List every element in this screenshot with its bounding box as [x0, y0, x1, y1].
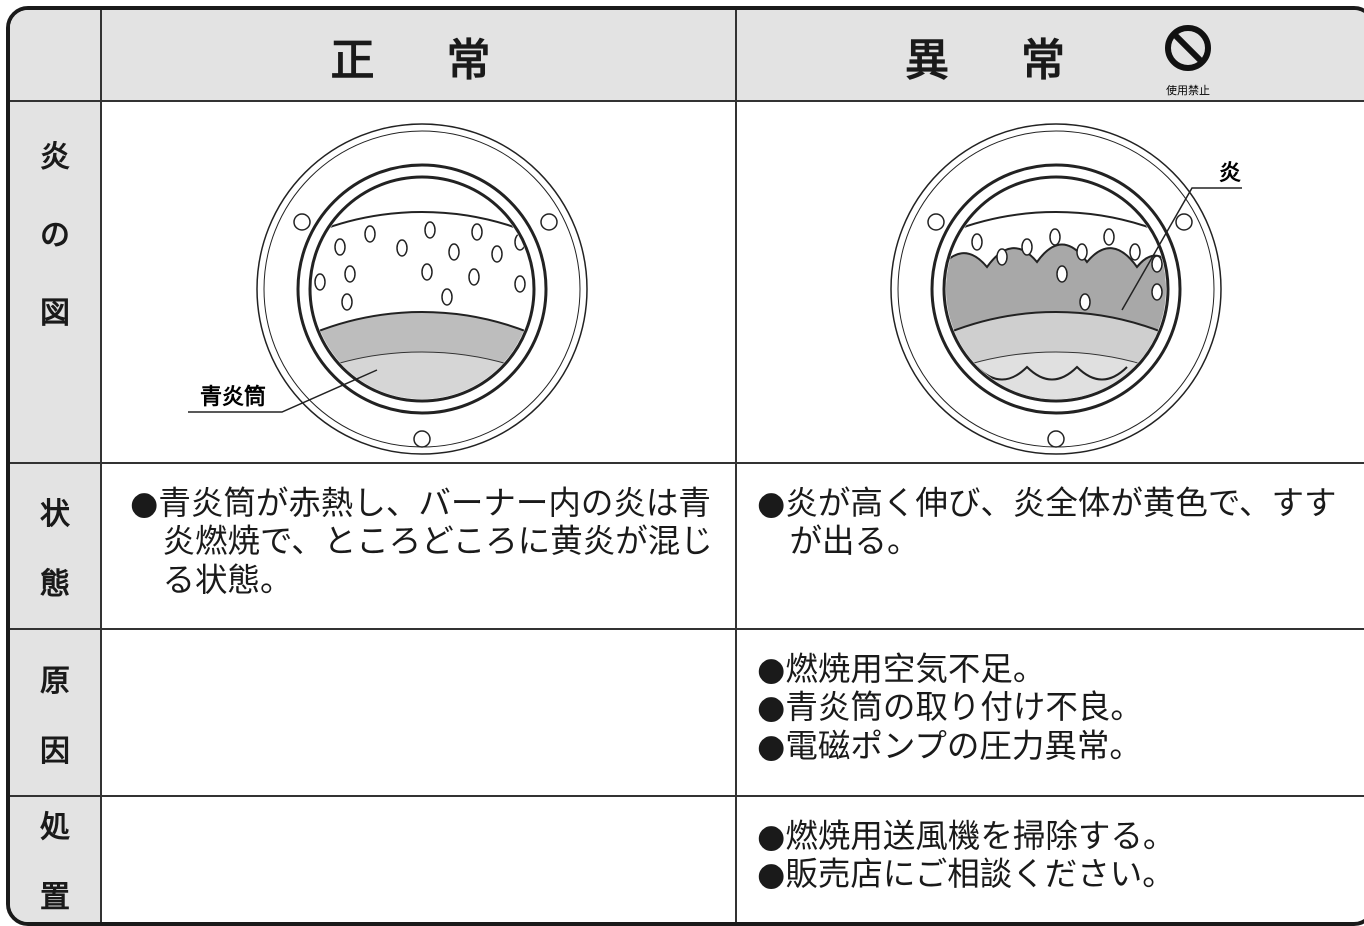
icon-label: 使用禁止	[1166, 84, 1210, 97]
normal-figure: 青炎筒	[188, 123, 588, 455]
row-label: 処置	[10, 797, 100, 920]
cell-text: ●燃焼用送風機を掃除する。 ●販売店にご相談ください。	[757, 817, 1364, 894]
row-label-char: 炎	[40, 140, 70, 175]
bullet-item: ●販売店にご相談ください。	[757, 855, 1175, 894]
header-abnormal: 異 常	[905, 34, 1079, 86]
cell-text: ●燃焼用空気不足。 ●青炎筒の取り付け不良。 ●電磁ポンプの圧力異常。	[757, 650, 1364, 765]
bullet-item: ●燃焼用空気不足。	[757, 650, 1046, 688]
row-label: 原因	[10, 630, 100, 795]
cell-text: ●炎が高く伸び、炎全体が黄色で、すすが出る。	[757, 484, 1364, 561]
row-label-char: 態	[40, 567, 70, 602]
figure-label: 炎	[1219, 161, 1241, 186]
row-label-char: の	[40, 218, 70, 253]
bullet-item: ●燃焼用送風機を掃除する。	[757, 817, 1176, 855]
row-label: 炎の図	[10, 102, 100, 462]
header-normal: 正 常	[330, 34, 505, 86]
row-label-char: 原	[40, 663, 70, 699]
row-label-char: 処	[40, 809, 70, 845]
bullet-item: ●青炎筒の取り付け不良。	[757, 688, 1143, 727]
bullet-item: ●炎が高く伸び、炎全体が黄色で、すすが出る。	[757, 484, 1337, 561]
row-label-char: 因	[40, 733, 70, 769]
figure-label: 青炎筒	[200, 384, 266, 410]
bullet-item: ●電磁ポンプの圧力異常。	[757, 726, 1142, 765]
row-label: 状態	[10, 464, 100, 628]
table: 正 常 異 常 使用禁止 炎の図状態原因処置	[6, 6, 1364, 926]
label-column-bg	[10, 10, 100, 922]
row-label-char: 図	[40, 296, 70, 331]
prohibited-icon: 使用禁止	[1165, 25, 1211, 97]
bullet-item: ●青炎筒が赤熱し、バーナー内の炎は青炎燃焼で、ところどころに黄炎が混じる状態。	[130, 484, 713, 599]
cell-text: ●青炎筒が赤熱し、バーナー内の炎は青炎燃焼で、ところどころに黄炎が混じる状態。	[130, 484, 730, 599]
abnormal-figure: 炎	[890, 123, 1242, 455]
row-label-char: 状	[40, 497, 70, 532]
header-bg	[10, 10, 1364, 101]
